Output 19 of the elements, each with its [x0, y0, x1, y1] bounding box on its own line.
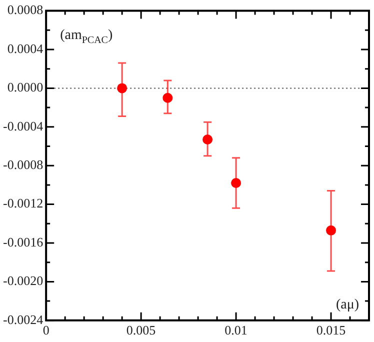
- x-tick-label: 0.01: [224, 322, 248, 338]
- y-tick-label: -0.0024: [2, 312, 44, 327]
- point: [162, 92, 173, 103]
- x-axis-title: (aμ): [336, 297, 360, 312]
- y-tick-label: -0.0012: [2, 196, 44, 211]
- x-tick-label: 0.005: [126, 322, 156, 338]
- point: [202, 134, 213, 144]
- y-tick-label: 0.0008: [7, 2, 44, 18]
- y-tick-label: -0.0008: [2, 157, 44, 172]
- point: [117, 83, 128, 94]
- x-tick-label: 0: [42, 322, 50, 338]
- y-tick-label: -0.0004: [2, 118, 44, 134]
- point: [326, 225, 336, 236]
- y-tick-label: -0.0016: [2, 234, 44, 250]
- y-tick-label: -0.0020: [2, 273, 44, 288]
- y-tick-label: 0.0000: [7, 80, 44, 95]
- y-tick-label: 0.0004: [7, 40, 44, 56]
- x-tick-label: 0.015: [316, 322, 346, 338]
- point: [231, 178, 242, 188]
